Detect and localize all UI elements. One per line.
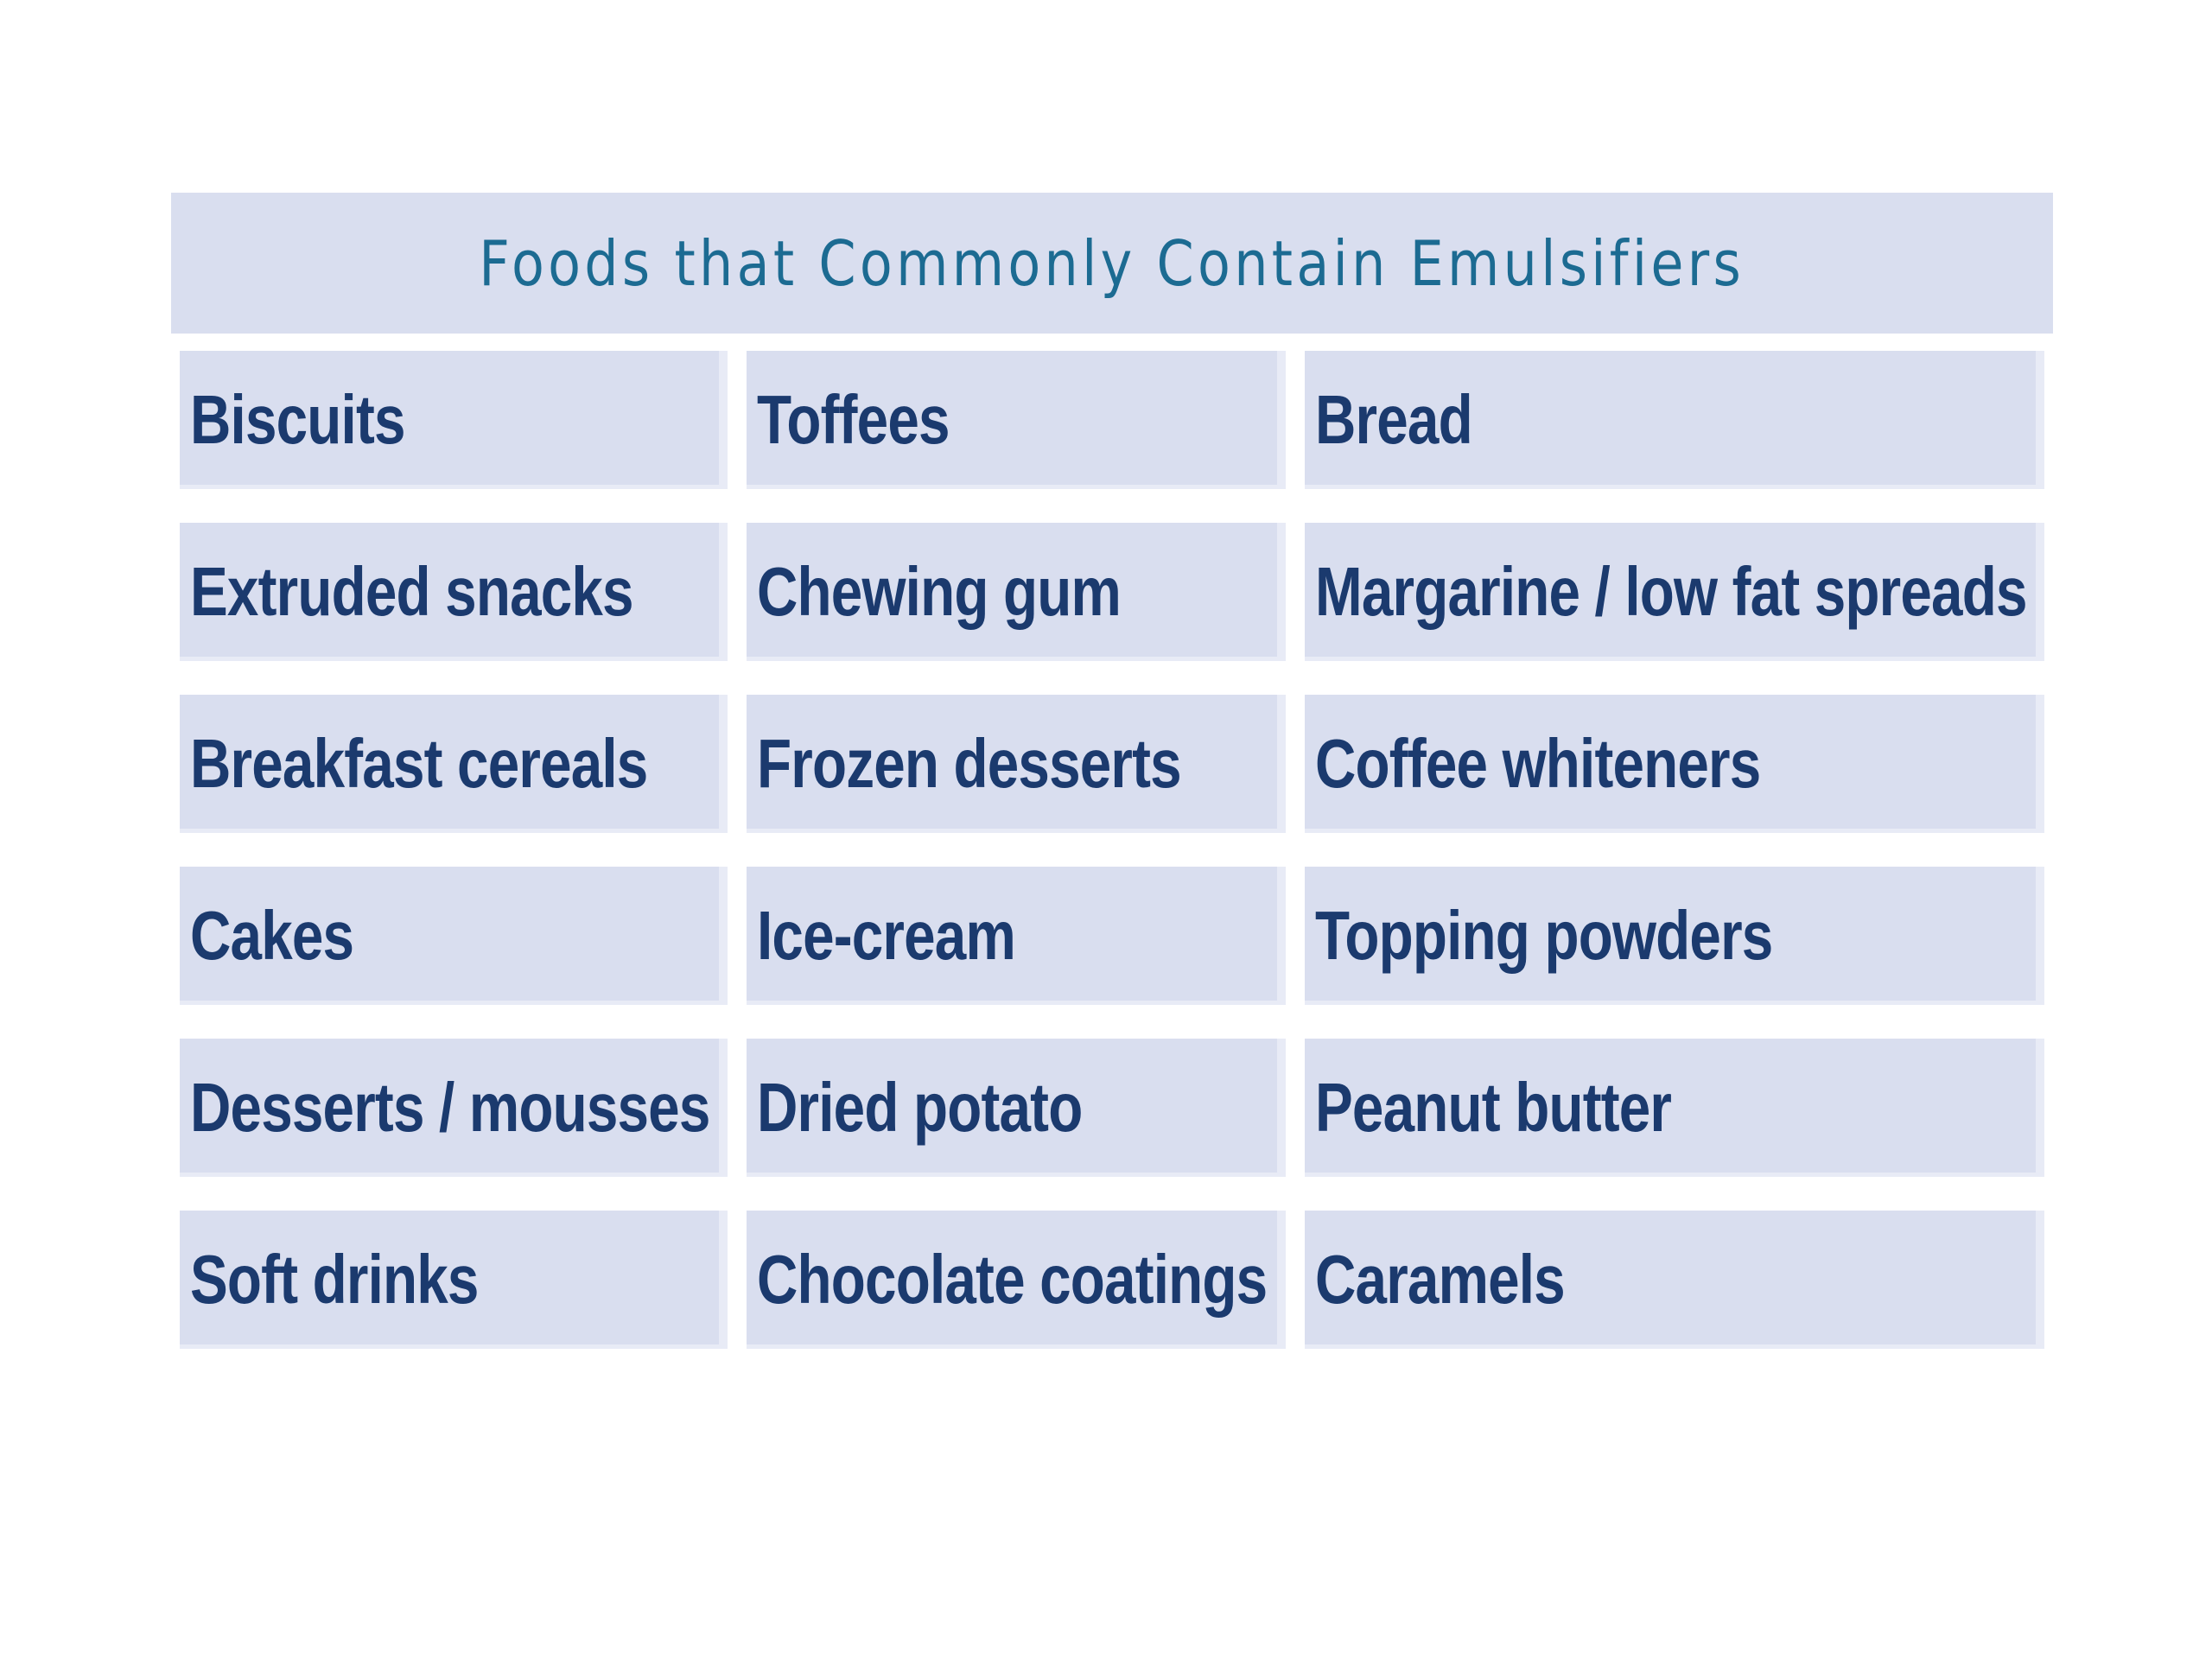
table-cell: Chocolate coatings [747, 1211, 1286, 1349]
table-cell: Soft drinks [180, 1211, 728, 1349]
food-item: Chewing gum [757, 553, 1122, 630]
table-cell: Biscuits [180, 351, 728, 489]
table-cell: Coffee whiteners [1305, 695, 2044, 833]
table-cell: Chewing gum [747, 523, 1286, 661]
table-cell: Frozen desserts [747, 695, 1286, 833]
food-item: Desserts / mousses [190, 1069, 710, 1146]
table-cell: Cakes [180, 867, 728, 1005]
table-cell: Topping powders [1305, 867, 2044, 1005]
food-item: Breakfast cereals [190, 725, 648, 802]
food-item: Coffee whiteners [1315, 725, 1761, 802]
table-cell: Ice-cream [747, 867, 1286, 1005]
table-cell: Caramels [1305, 1211, 2044, 1349]
table-cell: Margarine / low fat spreads [1305, 523, 2044, 661]
table-cell: Extruded snacks [180, 523, 728, 661]
food-item: Chocolate coatings [757, 1241, 1268, 1318]
food-item: Soft drinks [190, 1241, 479, 1318]
table-cell: Breakfast cereals [180, 695, 728, 833]
food-item: Bread [1315, 381, 1473, 458]
table-cell: Bread [1305, 351, 2044, 489]
food-item: Frozen desserts [757, 725, 1182, 802]
food-item: Margarine / low fat spreads [1315, 553, 2027, 630]
food-item: Topping powders [1315, 897, 1773, 974]
food-item: Caramels [1315, 1241, 1566, 1318]
table-cell: Desserts / mousses [180, 1039, 728, 1177]
food-item: Ice-cream [757, 897, 1016, 974]
table-cell: Dried potato [747, 1039, 1286, 1177]
food-item: Cakes [190, 897, 354, 974]
food-item: Toffees [757, 381, 950, 458]
table-title: Foods that Commonly Contain Emulsifiers [479, 226, 1745, 300]
food-item: Dried potato [757, 1069, 1083, 1146]
table-title-bar: Foods that Commonly Contain Emulsifiers [171, 193, 2053, 334]
food-item: Biscuits [190, 381, 405, 458]
table-cell: Peanut butter [1305, 1039, 2044, 1177]
table-cell: Toffees [747, 351, 1286, 489]
food-item: Extruded snacks [190, 553, 634, 630]
food-item: Peanut butter [1315, 1069, 1672, 1146]
